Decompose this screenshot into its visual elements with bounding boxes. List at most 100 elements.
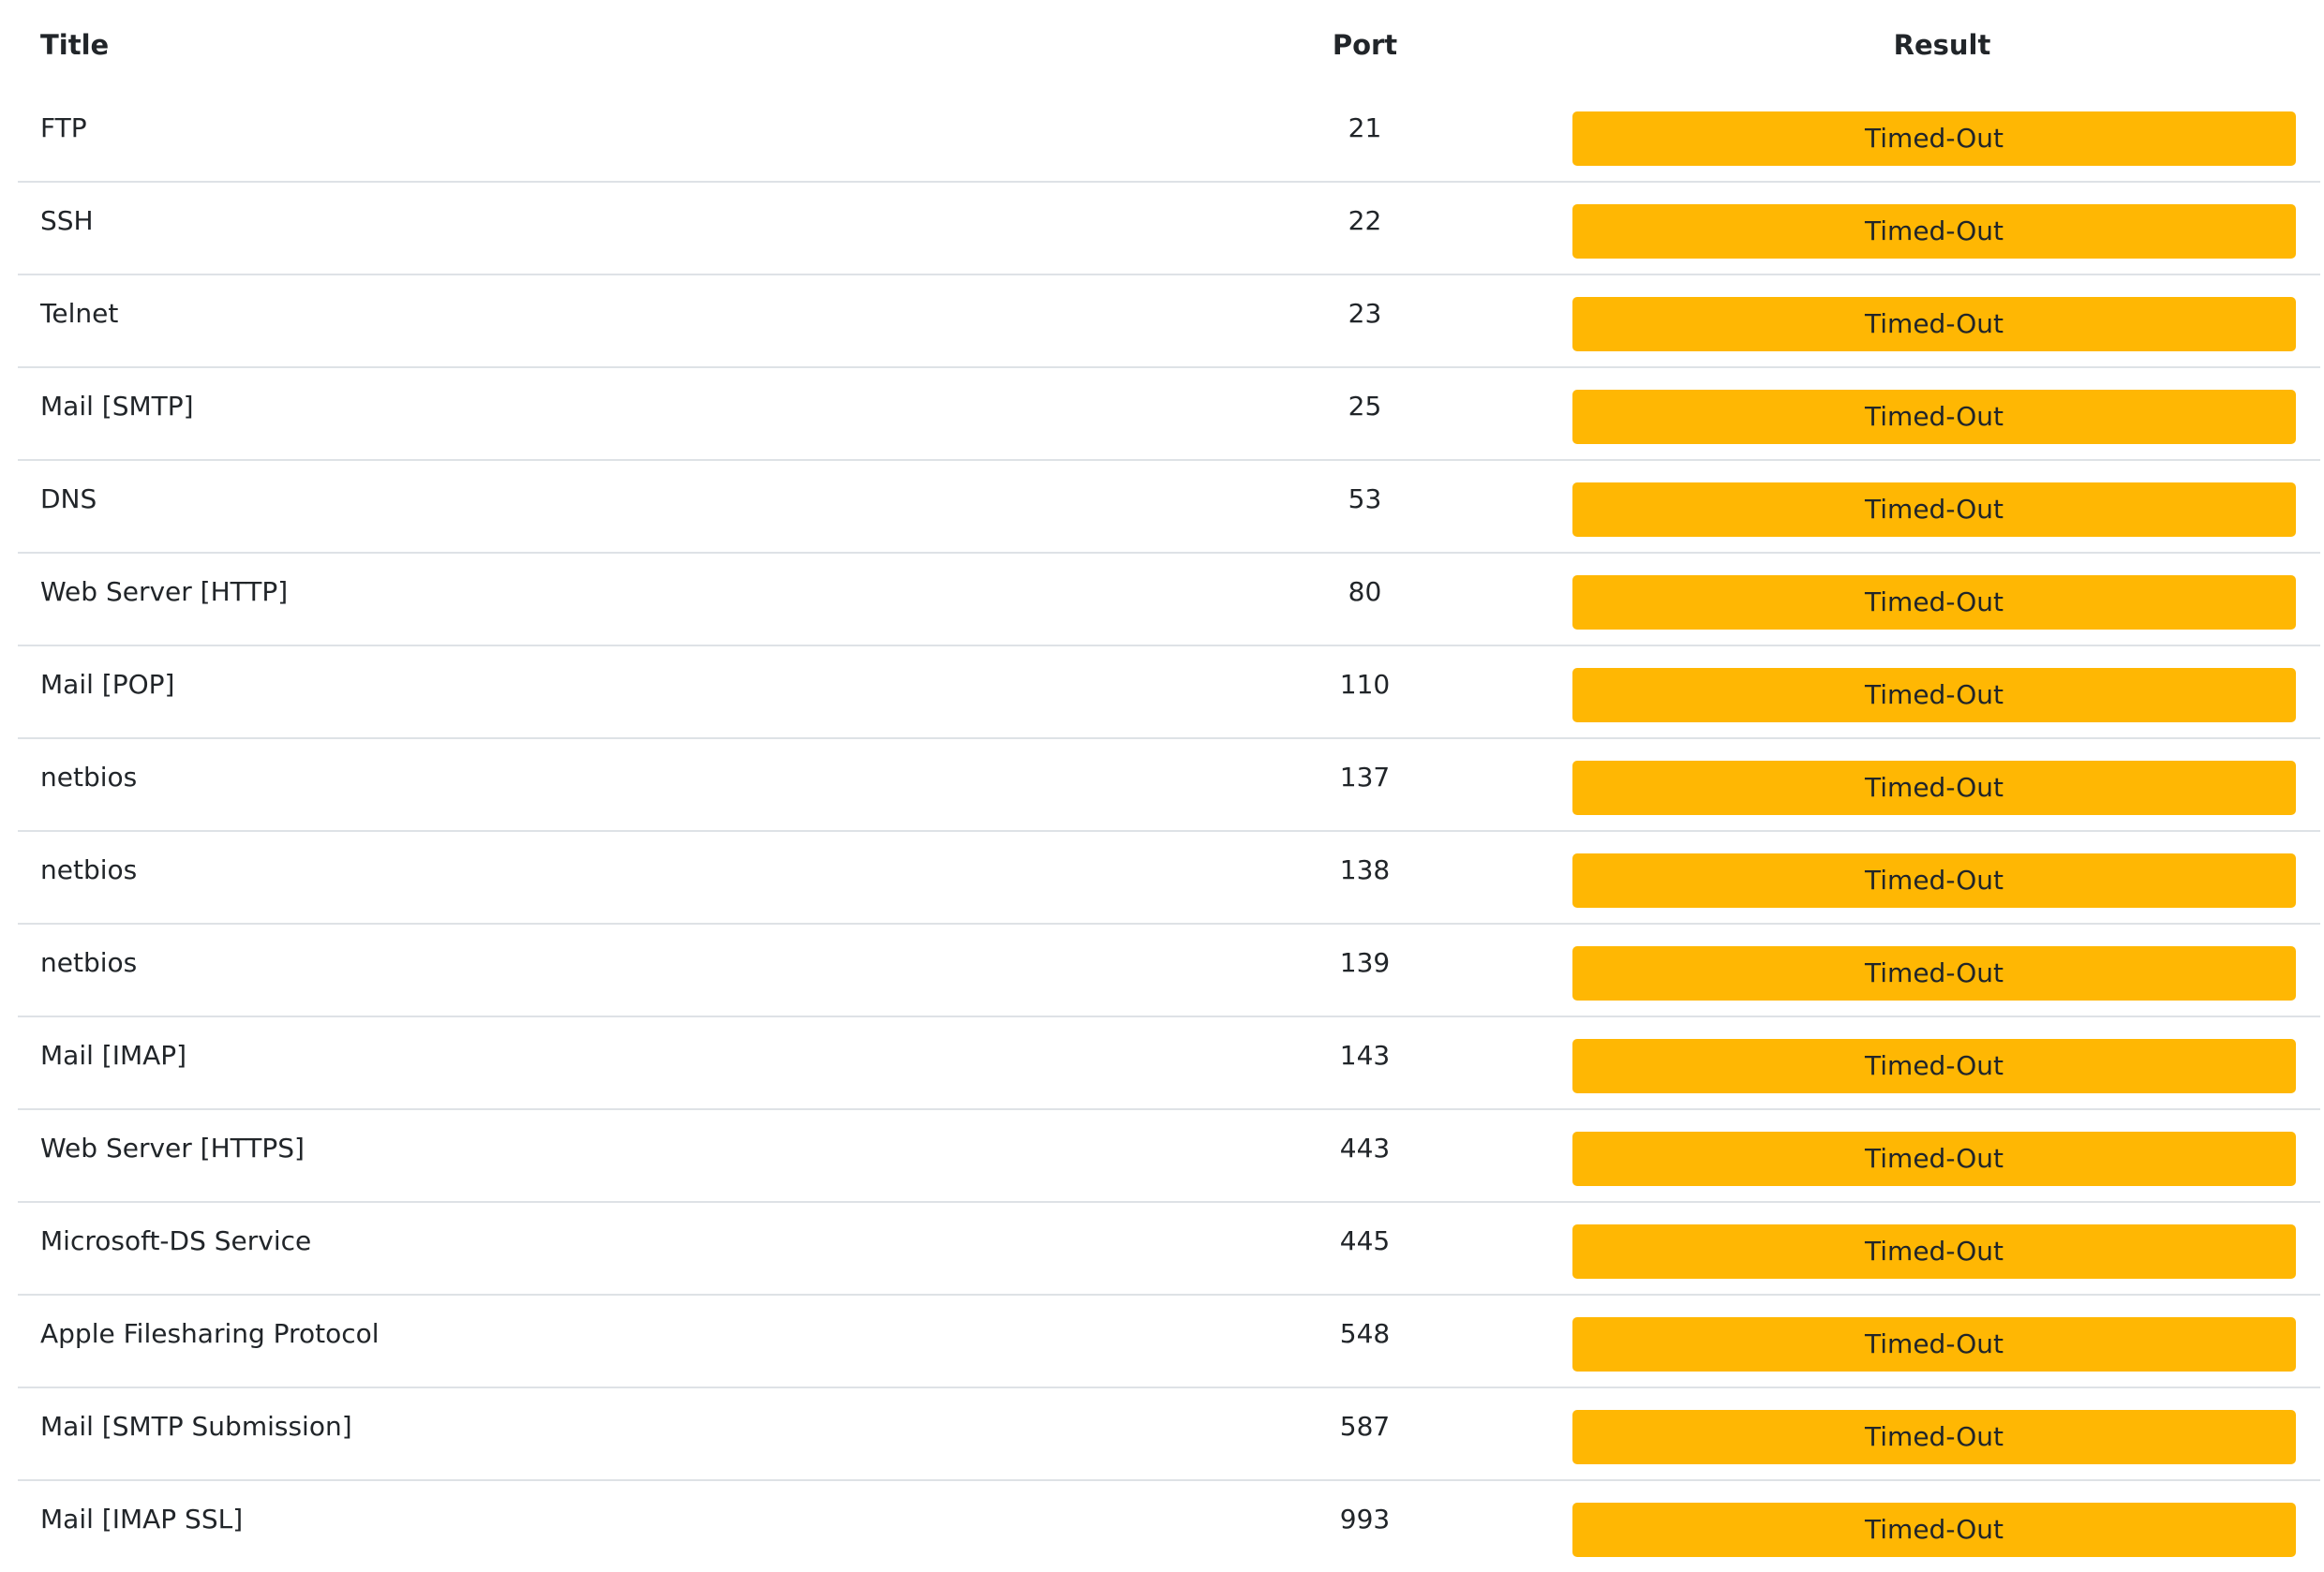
- port-number: 53: [1348, 483, 1382, 514]
- port-number: 445: [1339, 1225, 1391, 1256]
- status-badge: Timed-Out: [1572, 296, 2296, 351]
- port-number: 110: [1339, 669, 1391, 700]
- table-row: Microsoft-DS Service 445 Timed-Out: [18, 1202, 2320, 1296]
- port-number: 137: [1339, 762, 1391, 793]
- port-cell: 548: [1166, 1295, 1564, 1388]
- port-number: 25: [1348, 391, 1382, 422]
- result-cell: Timed-Out: [1564, 831, 2320, 925]
- status-badge: Timed-Out: [1572, 853, 2296, 908]
- result-cell: Timed-Out: [1564, 274, 2320, 368]
- port-number: 23: [1348, 298, 1382, 329]
- service-title: SSH: [40, 205, 94, 236]
- status-badge: Timed-Out: [1572, 667, 2296, 722]
- port-number: 139: [1339, 947, 1391, 978]
- result-cell: Timed-Out: [1564, 90, 2320, 183]
- result-cell: Timed-Out: [1564, 738, 2320, 832]
- result-cell: Timed-Out: [1564, 1202, 2320, 1296]
- result-cell: Timed-Out: [1564, 1016, 2320, 1110]
- service-title: Telnet: [40, 298, 119, 329]
- service-title-cell: Apple Filesharing Protocol: [18, 1295, 1166, 1388]
- result-cell: Timed-Out: [1564, 1109, 2320, 1203]
- port-cell: 110: [1166, 645, 1564, 739]
- column-header-result: Result: [1893, 29, 1991, 61]
- port-cell: 53: [1166, 460, 1564, 554]
- status-badge: Timed-Out: [1572, 1223, 2296, 1279]
- result-cell: Timed-Out: [1564, 1480, 2320, 1572]
- port-number: 587: [1339, 1411, 1391, 1442]
- table-row: Apple Filesharing Protocol 548 Timed-Out: [18, 1295, 2320, 1388]
- service-title-cell: netbios: [18, 831, 1166, 925]
- service-title-cell: Web Server [HTTP]: [18, 553, 1166, 646]
- status-badge: Timed-Out: [1572, 482, 2296, 537]
- table-row: SSH 22 Timed-Out: [18, 182, 2320, 275]
- result-cell: Timed-Out: [1564, 1295, 2320, 1388]
- status-badge: Timed-Out: [1572, 203, 2296, 259]
- table-row: netbios 138 Timed-Out: [18, 831, 2320, 925]
- table-header: Title Port Result: [18, 0, 2320, 90]
- table-row: DNS 53 Timed-Out: [18, 460, 2320, 554]
- status-badge: Timed-Out: [1572, 945, 2296, 1001]
- port-number: 548: [1339, 1318, 1391, 1349]
- port-cell: 443: [1166, 1109, 1564, 1203]
- table-row: Telnet 23 Timed-Out: [18, 274, 2320, 368]
- service-title: Mail [IMAP SSL]: [40, 1504, 244, 1535]
- status-badge: Timed-Out: [1572, 574, 2296, 630]
- service-title: FTP: [40, 112, 87, 143]
- table-row: Mail [POP] 110 Timed-Out: [18, 645, 2320, 739]
- table-row: Web Server [HTTPS] 443 Timed-Out: [18, 1109, 2320, 1203]
- service-title-cell: Mail [SMTP]: [18, 367, 1166, 461]
- port-cell: 23: [1166, 274, 1564, 368]
- result-cell: Timed-Out: [1564, 367, 2320, 461]
- service-title-cell: netbios: [18, 924, 1166, 1017]
- table-row: netbios 139 Timed-Out: [18, 924, 2320, 1017]
- result-cell: Timed-Out: [1564, 924, 2320, 1017]
- result-cell: Timed-Out: [1564, 553, 2320, 646]
- service-title: Mail [POP]: [40, 669, 175, 700]
- column-header-title: Title: [40, 29, 110, 61]
- port-number: 993: [1339, 1504, 1391, 1535]
- port-number: 80: [1348, 576, 1382, 607]
- service-title: netbios: [40, 854, 138, 885]
- service-title-cell: Mail [IMAP SSL]: [18, 1480, 1166, 1572]
- service-title-cell: Web Server [HTTPS]: [18, 1109, 1166, 1203]
- result-cell: Timed-Out: [1564, 182, 2320, 275]
- status-badge: Timed-Out: [1572, 111, 2296, 166]
- service-title: netbios: [40, 762, 138, 793]
- port-number: 443: [1339, 1133, 1391, 1164]
- port-cell: 139: [1166, 924, 1564, 1017]
- service-title: Mail [SMTP Submission]: [40, 1411, 352, 1442]
- service-title: Mail [SMTP]: [40, 391, 194, 422]
- table-row: netbios 137 Timed-Out: [18, 738, 2320, 832]
- port-scan-results-table: Title Port Result FTP 21 Timed-Out SSH 2…: [18, 0, 2320, 1572]
- port-cell: 21: [1166, 90, 1564, 183]
- port-cell: 80: [1166, 553, 1564, 646]
- port-number: 22: [1348, 205, 1382, 236]
- status-badge: Timed-Out: [1572, 1409, 2296, 1464]
- table-row: Mail [SMTP Submission] 587 Timed-Out: [18, 1387, 2320, 1481]
- port-cell: 22: [1166, 182, 1564, 275]
- status-badge: Timed-Out: [1572, 1038, 2296, 1093]
- status-badge: Timed-Out: [1572, 1131, 2296, 1186]
- table-row: FTP 21 Timed-Out: [18, 90, 2320, 183]
- service-title-cell: FTP: [18, 90, 1166, 183]
- port-cell: 137: [1166, 738, 1564, 832]
- port-number: 21: [1348, 112, 1382, 143]
- result-cell: Timed-Out: [1564, 1387, 2320, 1481]
- service-title-cell: netbios: [18, 738, 1166, 832]
- port-cell: 993: [1166, 1480, 1564, 1572]
- port-cell: 445: [1166, 1202, 1564, 1296]
- service-title: Web Server [HTTP]: [40, 576, 289, 607]
- service-title-cell: Mail [IMAP]: [18, 1016, 1166, 1110]
- service-title: Mail [IMAP]: [40, 1040, 187, 1071]
- status-badge: Timed-Out: [1572, 389, 2296, 444]
- status-badge: Timed-Out: [1572, 1316, 2296, 1372]
- service-title-cell: DNS: [18, 460, 1166, 554]
- service-title-cell: Mail [SMTP Submission]: [18, 1387, 1166, 1481]
- table-row: Web Server [HTTP] 80 Timed-Out: [18, 553, 2320, 646]
- service-title-cell: Mail [POP]: [18, 645, 1166, 739]
- port-number: 138: [1339, 854, 1391, 885]
- port-cell: 143: [1166, 1016, 1564, 1110]
- service-title: Microsoft-DS Service: [40, 1225, 312, 1256]
- table-row: Mail [SMTP] 25 Timed-Out: [18, 367, 2320, 461]
- service-title: netbios: [40, 947, 138, 978]
